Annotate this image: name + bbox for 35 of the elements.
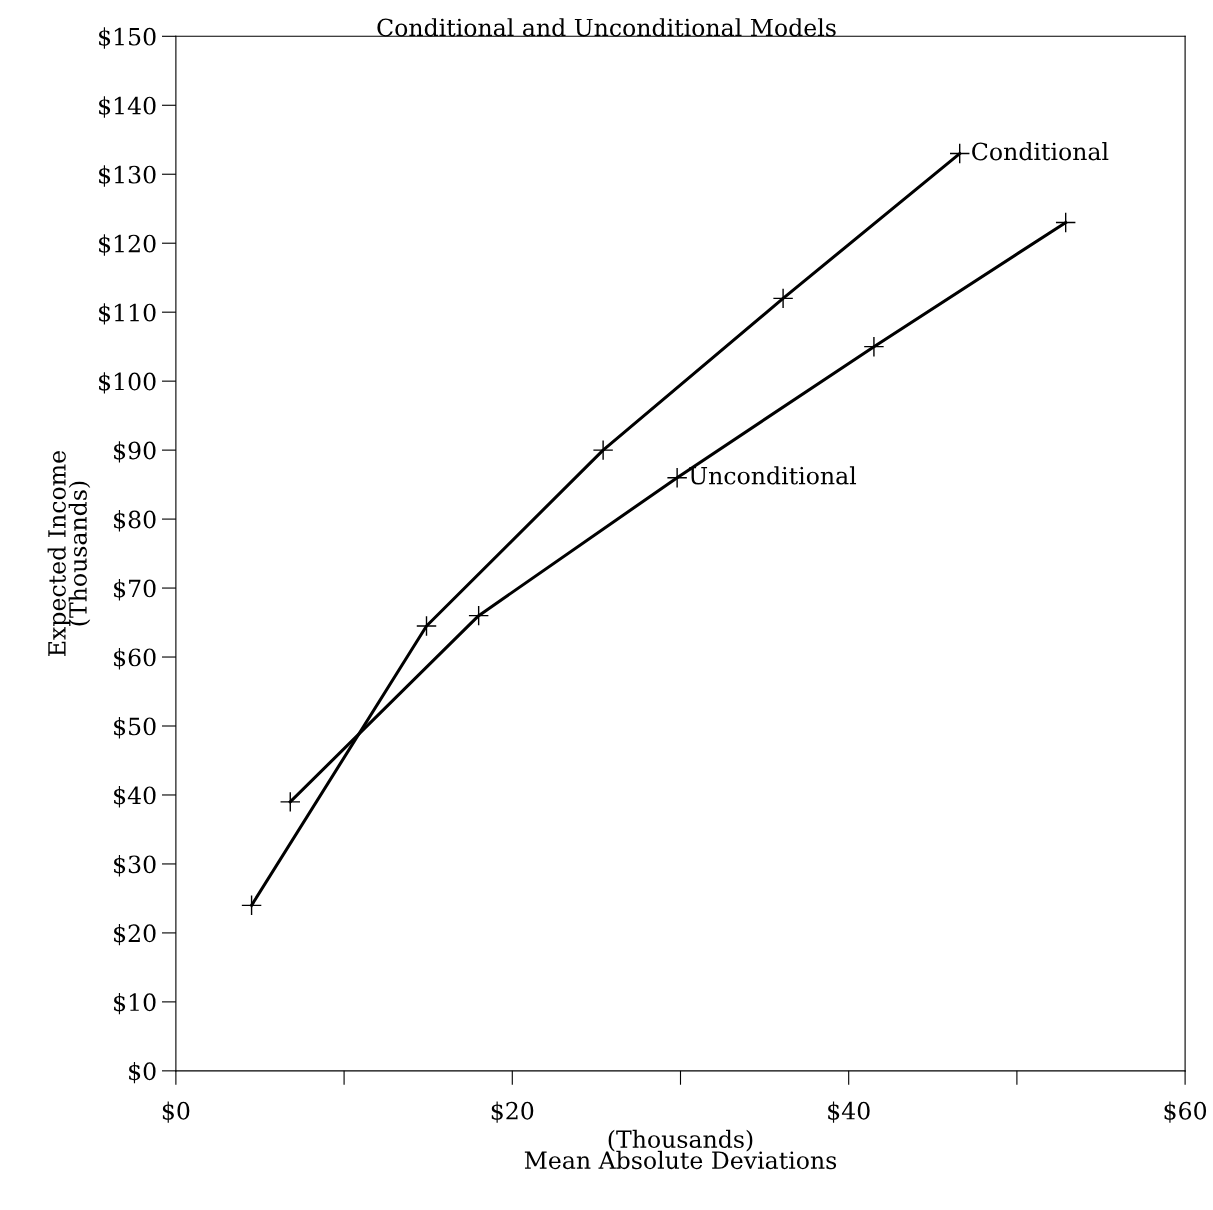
- y-tick-label: $140: [99, 96, 156, 118]
- y-tick-label: $110: [99, 303, 156, 325]
- annotation: Conditional: [972, 142, 1109, 161]
- y-tick-label: $100: [99, 372, 156, 394]
- y-tick-label: $30: [114, 854, 156, 877]
- y-tick-label: $80: [114, 510, 156, 532]
- chart-title: Conditional and Unconditional Models: [377, 18, 836, 37]
- x-tick-label: $0: [162, 1101, 190, 1123]
- y-tick-label: $0: [129, 1061, 156, 1084]
- y-tick-label: $90: [114, 441, 156, 463]
- point: [772, 287, 794, 309]
- y-tick-label: $120: [99, 234, 156, 256]
- point: [468, 605, 490, 627]
- x-tick-label: $20: [491, 1101, 534, 1123]
- y-tick-label: $60: [114, 648, 156, 670]
- y-axis-title: Expected Income (Thousands): [47, 451, 91, 656]
- annotation: Unconditional: [689, 466, 857, 485]
- x-axis-title: (Thousands) Mean Absolute Deviations: [524, 1129, 837, 1170]
- point: [241, 894, 262, 916]
- y-tick-label: $130: [99, 165, 156, 187]
- y-tick-label: $10: [114, 992, 156, 1015]
- point: [592, 439, 614, 461]
- x-tick-label: $40: [828, 1101, 870, 1123]
- y-tick-label: $50: [114, 717, 156, 739]
- y-tick-label: $70: [114, 579, 156, 601]
- point: [863, 336, 885, 358]
- y-tick-label: $150: [99, 27, 156, 49]
- y-tick-label: $40: [114, 786, 156, 808]
- point: [416, 615, 437, 637]
- y-tick-label: $20: [114, 923, 156, 946]
- point: [666, 467, 688, 489]
- point: [949, 143, 971, 164]
- point: [279, 791, 301, 813]
- point: [1055, 212, 1077, 233]
- x-tick-label: $60: [1164, 1101, 1207, 1123]
